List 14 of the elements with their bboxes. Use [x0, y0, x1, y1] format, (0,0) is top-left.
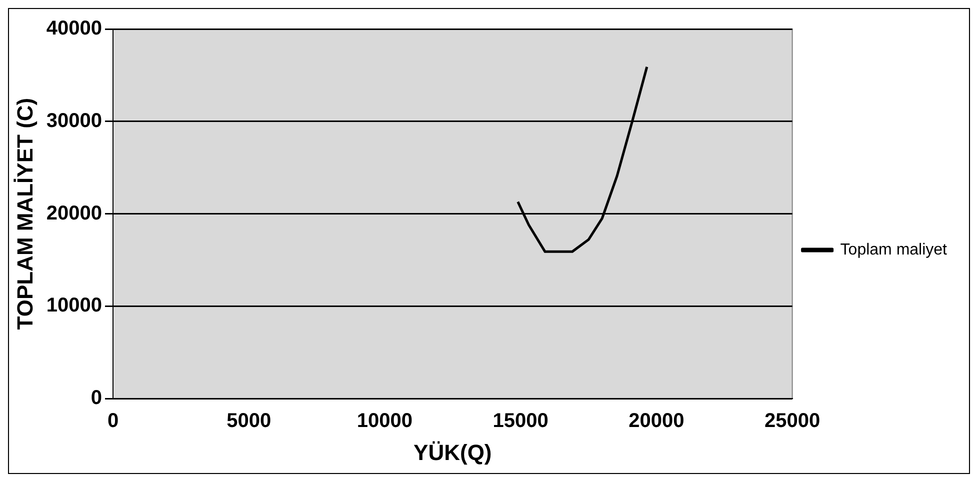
y-tick-label: 10000: [46, 294, 102, 317]
y-tick-label: 40000: [46, 18, 102, 40]
y-tick-label: 20000: [46, 202, 102, 224]
x-tick-label: 0: [107, 410, 119, 432]
y-tick-label: 30000: [46, 110, 102, 132]
legend-label: Toplam maliyet: [840, 241, 948, 258]
x-tick-label: 10000: [356, 410, 413, 432]
x-tick-label: 5000: [226, 410, 272, 432]
x-tick-label: 25000: [764, 410, 820, 432]
y-axis-title: TOPLAM MALİYET (C): [12, 98, 38, 330]
x-tick-label: 20000: [628, 410, 684, 432]
x-tick-label: 15000: [492, 410, 548, 432]
x-axis-title: YÜK(Q): [414, 440, 492, 465]
y-tick-label: 0: [90, 387, 102, 410]
